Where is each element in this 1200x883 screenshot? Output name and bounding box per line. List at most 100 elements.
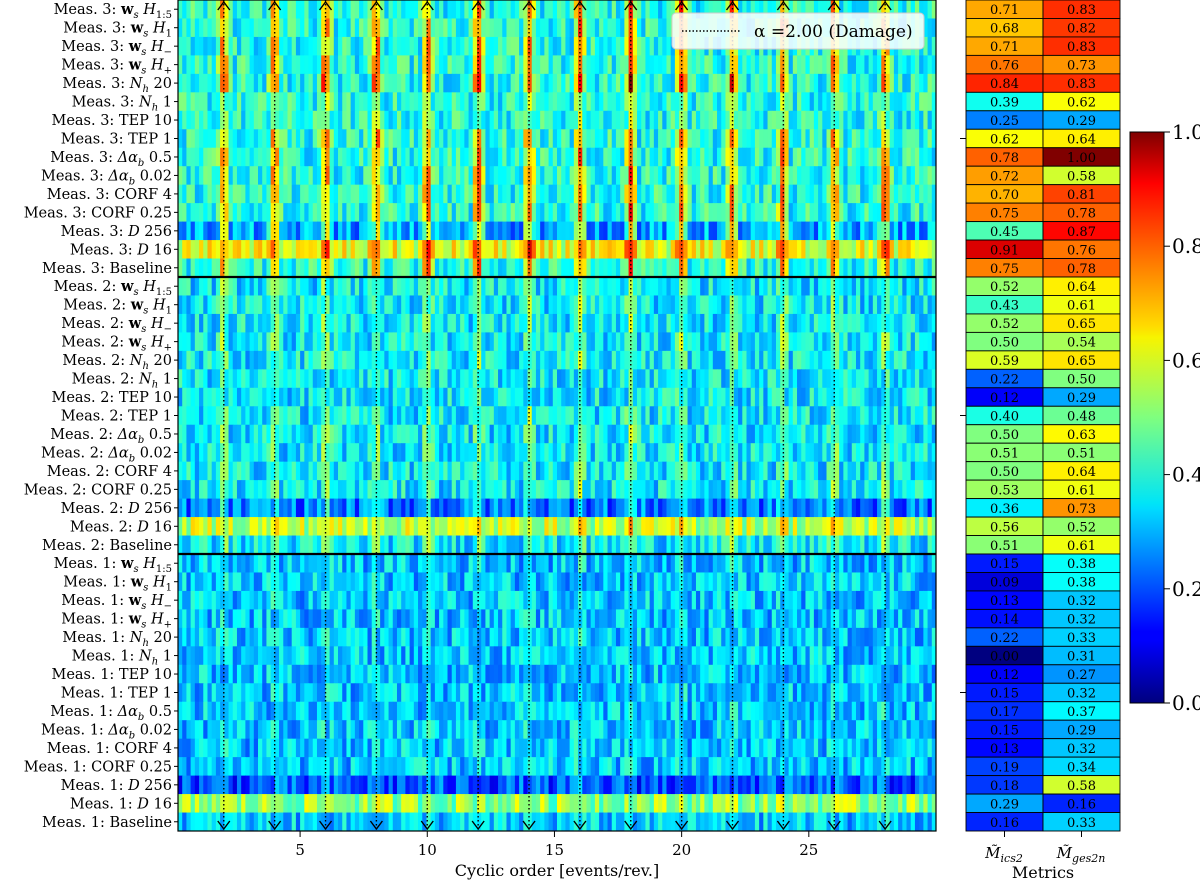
heatmap-cell [531,277,537,296]
heatmap-cell [228,387,234,407]
heatmap-cell [788,350,794,370]
heatmap-cell [843,92,849,112]
heatmap-cell [266,332,272,352]
heatmap-cell [565,203,571,222]
heatmap-cell [468,55,474,75]
heatmap-cell [476,406,482,426]
heatmap-cell [637,480,642,499]
heatmap-cell [270,36,276,56]
heatmap-cell [434,18,440,38]
heatmap-cell [274,424,280,444]
heatmap-cell [872,129,878,149]
heatmap-cell [658,258,663,278]
heatmap-cell [523,184,529,204]
heatmap-cell [476,443,482,463]
heatmap-cell [506,277,512,296]
heatmap-cell [582,461,588,481]
heatmap-cell [552,295,558,315]
heatmap-cell [603,461,609,481]
heatmap-cell [211,166,217,186]
heatmap-cell [178,129,183,149]
heatmap-cell [329,147,335,167]
heatmap-cell [190,147,196,167]
heatmap-cell [523,18,529,38]
heatmap-cell [418,92,423,112]
heatmap-cell [784,369,790,389]
heatmap-cell [203,443,209,463]
heatmap-cell [902,240,908,259]
heatmap-cell [792,461,798,481]
heatmap-cell [898,443,903,463]
heatmap-cell [763,147,769,167]
heatmap-cell [666,387,672,407]
heatmap-cell [822,295,828,315]
heatmap-cell [447,461,453,481]
heatmap-cell [818,443,823,463]
heatmap-cell [274,0,280,19]
heatmap-cell [923,350,929,370]
heatmap-cell [548,258,554,278]
heatmap-cell [561,36,567,56]
heatmap-cell [822,387,828,407]
heatmap-cell [771,480,777,499]
heatmap-cell [434,443,440,463]
heatmap-cell [674,258,680,278]
heatmap-cell [763,203,769,222]
heatmap-cell [797,184,802,204]
heatmap-cell [232,350,238,370]
heatmap-cell [704,332,710,352]
heatmap-cell [215,480,221,499]
heatmap-cell [392,461,398,481]
heatmap-cell [898,277,903,296]
heatmap-cell [775,332,781,352]
heatmap-cell [754,203,760,222]
heatmap-cell [847,480,853,499]
heatmap-cell [788,369,794,389]
heatmap-cell [599,203,604,222]
heatmap-cell [750,184,756,204]
heatmap-cell [792,110,798,130]
heatmap-cell [919,0,924,19]
heatmap-cell [923,92,929,112]
heatmap-cell [780,184,785,204]
heatmap-cell [380,129,385,149]
heatmap-cell [220,92,225,112]
heatmap-cell [279,36,284,56]
heatmap-cell [662,295,668,315]
heatmap-cell [455,258,461,278]
heatmap-cell [712,110,718,130]
heatmap-cell [923,406,929,426]
heatmap-cell [586,221,592,241]
heatmap-cell [489,424,495,444]
heatmap-cell [510,184,516,204]
heatmap-cell [375,406,381,426]
heatmap-cell [220,387,225,407]
heatmap-cell [367,147,373,167]
heatmap-cell [599,55,604,75]
heatmap-cell [460,387,465,407]
heatmap-cell [552,147,558,167]
heatmap-cell [573,221,579,241]
heatmap-cell [590,240,596,259]
heatmap-cell [338,295,343,315]
heatmap-cell [523,36,529,56]
heatmap-cell [607,147,613,167]
heatmap-cell [607,350,613,370]
heatmap-cell [312,498,318,518]
heatmap-cell [594,129,600,149]
heatmap-cell [359,0,364,19]
heatmap-cell [476,203,482,222]
heatmap-cell [430,443,436,463]
heatmap-cell [708,424,714,444]
heatmap-cell [544,313,550,333]
heatmap-cell [531,443,537,463]
heatmap-cell [573,350,579,370]
heatmap-cell [502,18,508,38]
heatmap-cell [384,461,390,481]
heatmap-cell [868,147,874,167]
heatmap-cell [733,443,739,463]
heatmap-cell [510,313,516,333]
heatmap-cell [447,166,453,186]
heatmap-cell [228,443,234,463]
heatmap-cell [611,18,617,38]
